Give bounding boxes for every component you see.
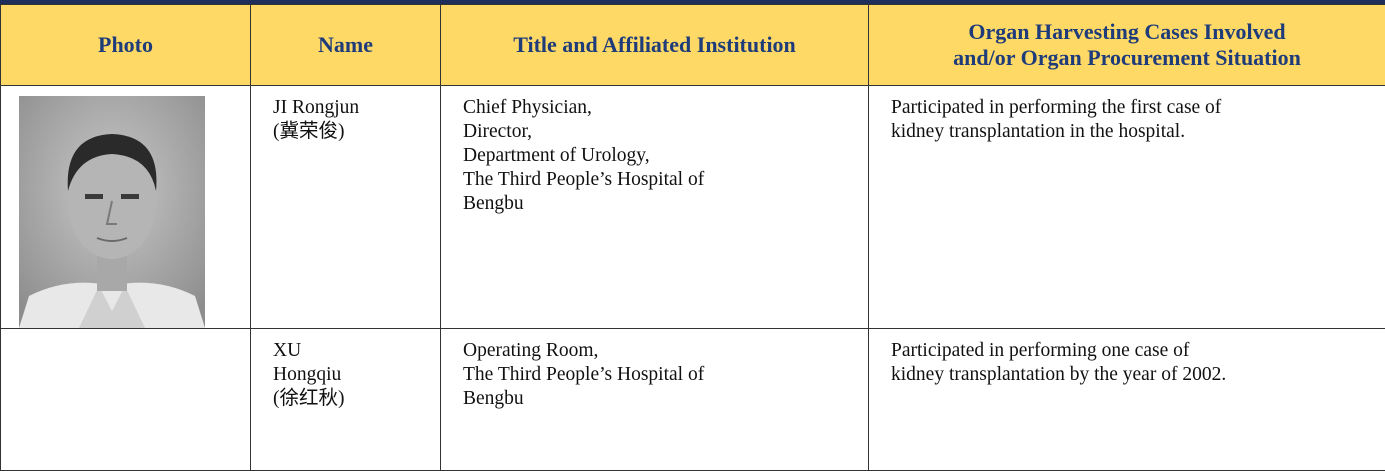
- title-cell: Chief Physician,Director,Department of U…: [441, 86, 869, 329]
- title-text: The Third People’s Hospital of: [463, 168, 860, 192]
- cases-cell: Participated in performing the first cas…: [869, 86, 1385, 329]
- title-cell: Operating Room,The Third People’s Hospit…: [441, 329, 869, 471]
- cases-text: Participated in performing one case of: [891, 339, 1377, 363]
- table-body: JI Rongjun(冀荣俊)Chief Physician,Director,…: [1, 86, 1385, 471]
- title-text: Operating Room,: [463, 339, 860, 363]
- title-text: Bengbu: [463, 387, 860, 411]
- title-text: Department of Urology,: [463, 144, 860, 168]
- name-text: Hongqiu: [273, 363, 432, 387]
- name-cell: JI Rongjun(冀荣俊): [251, 86, 441, 329]
- header-cell: Name: [251, 5, 441, 86]
- title-text: The Third People’s Hospital of: [463, 363, 860, 387]
- name-text: (徐红秋): [273, 387, 432, 411]
- table-row: JI Rongjun(冀荣俊)Chief Physician,Director,…: [1, 86, 1385, 329]
- cases-text: Participated in performing the first cas…: [891, 96, 1377, 120]
- header-cell: Title and Affiliated Institution: [441, 5, 869, 86]
- photo: [19, 96, 205, 328]
- name-text: JI Rongjun: [273, 96, 432, 120]
- name-text: XU: [273, 339, 432, 363]
- cases-text: kidney transplantation by the year of 20…: [891, 363, 1377, 387]
- name-text: (冀荣俊): [273, 120, 432, 144]
- header-text: Organ Harvesting Cases Involved: [875, 19, 1379, 45]
- header-cell: Photo: [1, 5, 251, 86]
- title-text: Chief Physician,: [463, 96, 860, 120]
- photo-cell: [1, 86, 251, 329]
- photo-cell: [1, 329, 251, 471]
- title-text: Bengbu: [463, 192, 860, 216]
- cases-text: kidney transplantation in the hospital.: [891, 120, 1377, 144]
- title-text: Director,: [463, 120, 860, 144]
- header-text: and/or Organ Procurement Situation: [875, 45, 1379, 71]
